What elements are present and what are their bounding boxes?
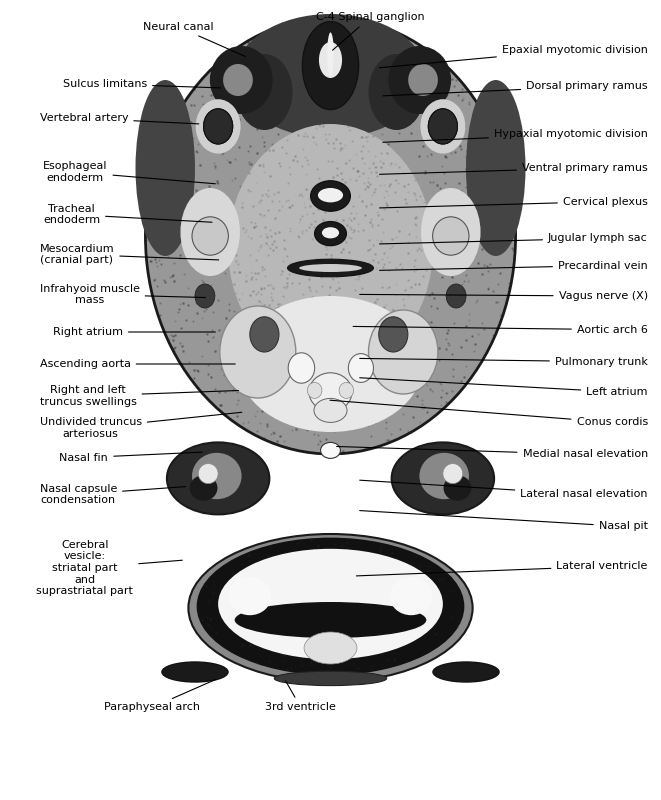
Text: Medial nasal elevation: Medial nasal elevation [336, 446, 648, 459]
Ellipse shape [229, 577, 272, 615]
Text: Dorsal primary ramus: Dorsal primary ramus [383, 82, 648, 96]
Text: Nasal fin: Nasal fin [59, 452, 202, 462]
Ellipse shape [319, 42, 342, 78]
Text: Left atrium: Left atrium [360, 378, 648, 397]
Ellipse shape [162, 662, 228, 682]
Ellipse shape [274, 671, 387, 686]
Text: Epaxial myotomic division: Epaxial myotomic division [379, 45, 648, 68]
Circle shape [446, 284, 466, 308]
Text: Pulmonary trunk: Pulmonary trunk [360, 357, 648, 366]
Text: Vagus nerve (X): Vagus nerve (X) [360, 291, 648, 301]
Text: Hypaxial myotomic division: Hypaxial myotomic division [383, 130, 648, 142]
Text: Vertebral artery: Vertebral artery [40, 114, 199, 124]
Text: C-4 Spinal ganglion: C-4 Spinal ganglion [316, 12, 424, 50]
Ellipse shape [408, 64, 438, 96]
Circle shape [428, 109, 457, 144]
Ellipse shape [288, 353, 315, 383]
Ellipse shape [318, 188, 343, 202]
Text: Jugular lymph sac: Jugular lymph sac [379, 234, 648, 244]
Ellipse shape [322, 227, 339, 238]
Ellipse shape [421, 188, 481, 276]
Ellipse shape [315, 222, 346, 246]
Ellipse shape [304, 632, 357, 664]
Ellipse shape [311, 181, 350, 211]
Ellipse shape [309, 373, 352, 411]
Ellipse shape [391, 442, 494, 514]
Ellipse shape [136, 80, 195, 256]
Text: Tracheal
endoderm: Tracheal endoderm [43, 204, 212, 225]
Text: Cervical plexus: Cervical plexus [379, 197, 648, 208]
Text: Ventral primary ramus: Ventral primary ramus [379, 163, 648, 174]
Ellipse shape [327, 32, 334, 77]
Ellipse shape [192, 217, 229, 255]
Ellipse shape [314, 398, 347, 422]
Ellipse shape [443, 463, 463, 483]
Ellipse shape [210, 46, 272, 114]
Text: 3rd ventricle: 3rd ventricle [265, 681, 336, 712]
Text: Aortic arch 6: Aortic arch 6 [353, 325, 648, 334]
Text: Neural canal: Neural canal [143, 22, 245, 57]
Ellipse shape [190, 475, 217, 501]
Ellipse shape [433, 662, 499, 682]
Text: Paraphyseal arch: Paraphyseal arch [104, 679, 215, 712]
Circle shape [379, 317, 408, 352]
Circle shape [420, 99, 465, 154]
Circle shape [196, 99, 241, 154]
Ellipse shape [348, 354, 373, 382]
Text: Conus cordis: Conus cordis [330, 400, 648, 427]
Text: Infrahyoid muscle
mass: Infrahyoid muscle mass [40, 284, 206, 305]
Ellipse shape [288, 259, 373, 277]
Ellipse shape [368, 54, 424, 130]
Ellipse shape [299, 264, 362, 272]
Ellipse shape [198, 463, 218, 483]
Ellipse shape [188, 534, 473, 682]
Text: Precardinal vein: Precardinal vein [379, 261, 648, 270]
Text: Sulcus limitans: Sulcus limitans [63, 79, 221, 89]
Ellipse shape [238, 296, 423, 432]
Ellipse shape [223, 64, 253, 96]
Text: Right atrium: Right atrium [53, 327, 215, 337]
Text: Right and left
truncus swellings: Right and left truncus swellings [40, 385, 239, 406]
Ellipse shape [228, 124, 433, 372]
Circle shape [428, 109, 457, 144]
Text: Cerebral
vesicle:
striatal part
and
suprastriatal part: Cerebral vesicle: striatal part and supr… [36, 540, 182, 596]
Ellipse shape [307, 382, 322, 398]
Ellipse shape [237, 54, 293, 130]
Ellipse shape [235, 14, 426, 138]
Text: Lateral nasal elevation: Lateral nasal elevation [360, 480, 648, 499]
Text: Undivided truncus
arteriosus: Undivided truncus arteriosus [40, 412, 242, 438]
Ellipse shape [220, 306, 296, 398]
Ellipse shape [235, 602, 426, 638]
Ellipse shape [218, 549, 443, 659]
Ellipse shape [197, 538, 464, 675]
Ellipse shape [369, 310, 438, 394]
Ellipse shape [419, 453, 469, 499]
Ellipse shape [192, 453, 242, 499]
Text: Nasal pit: Nasal pit [360, 510, 648, 531]
Ellipse shape [180, 188, 240, 276]
Circle shape [195, 284, 215, 308]
Text: Lateral ventricle: Lateral ventricle [356, 562, 648, 576]
Circle shape [250, 317, 279, 352]
Circle shape [204, 109, 233, 144]
Text: Mesocardium
(cranial part): Mesocardium (cranial part) [40, 243, 219, 265]
Ellipse shape [466, 80, 525, 256]
Ellipse shape [167, 442, 270, 514]
Ellipse shape [303, 22, 358, 110]
Ellipse shape [444, 475, 471, 501]
Text: Nasal capsule
condensation: Nasal capsule condensation [40, 483, 186, 506]
Ellipse shape [389, 46, 451, 114]
Text: Ascending aorta: Ascending aorta [40, 359, 235, 369]
Ellipse shape [145, 18, 516, 454]
Circle shape [204, 109, 233, 144]
Ellipse shape [433, 217, 469, 255]
Ellipse shape [390, 577, 433, 615]
Ellipse shape [321, 442, 340, 458]
Text: Esophageal
endoderm: Esophageal endoderm [43, 162, 215, 184]
Ellipse shape [339, 382, 354, 398]
